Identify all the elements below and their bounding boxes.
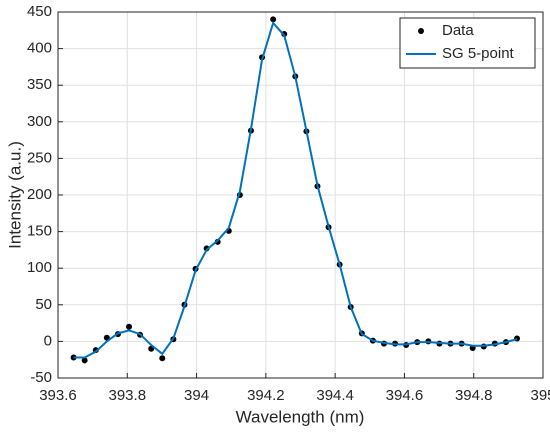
x-tick-label: 393.8 <box>109 387 147 404</box>
data-line <box>73 20 518 359</box>
marks <box>70 16 521 364</box>
y-tick-label: 50 <box>35 296 52 313</box>
x-tick-label: 394.8 <box>455 387 493 404</box>
x-tick-label: 394.6 <box>386 387 424 404</box>
y-axis-label: Intensity (a.u.) <box>5 141 24 249</box>
y-tick-label: -50 <box>30 369 52 386</box>
x-tick-label: 395 <box>530 387 550 404</box>
data-point <box>159 355 166 362</box>
y-tick-label: 200 <box>27 186 52 203</box>
y-tick-label: 250 <box>27 149 52 166</box>
axes: 393.6 393.8 394 394.2 394.4 394.6 394.8 395 -50 0… <box>27 3 550 404</box>
legend: Data SG 5-point <box>399 17 536 69</box>
x-tick-label: 394 <box>184 387 209 404</box>
y-tick-label: 450 <box>27 3 52 20</box>
legend-label: Data <box>442 22 474 39</box>
legend-swatch <box>418 28 424 34</box>
data-point <box>270 16 277 23</box>
x-tick-label: 393.6 <box>39 387 77 404</box>
legend-label: SG 5-point <box>442 45 515 62</box>
x-tick-label: 394.4 <box>316 387 354 404</box>
x-tick-label: 394.2 <box>247 387 285 404</box>
y-tick-label: 350 <box>27 76 52 93</box>
data-point <box>203 245 210 252</box>
data-point <box>81 357 88 364</box>
y-tick-label: 300 <box>27 113 52 130</box>
data-point <box>70 354 77 361</box>
x-axis-label: Wavelength (nm) <box>236 407 365 426</box>
y-tick-label: 0 <box>44 332 52 349</box>
legend-box <box>399 17 536 69</box>
data-point <box>126 323 133 330</box>
grid <box>57 11 544 379</box>
y-tick-label: 150 <box>27 223 52 240</box>
y-tick-label: 100 <box>27 259 52 276</box>
y-tick-label: 400 <box>27 40 52 57</box>
